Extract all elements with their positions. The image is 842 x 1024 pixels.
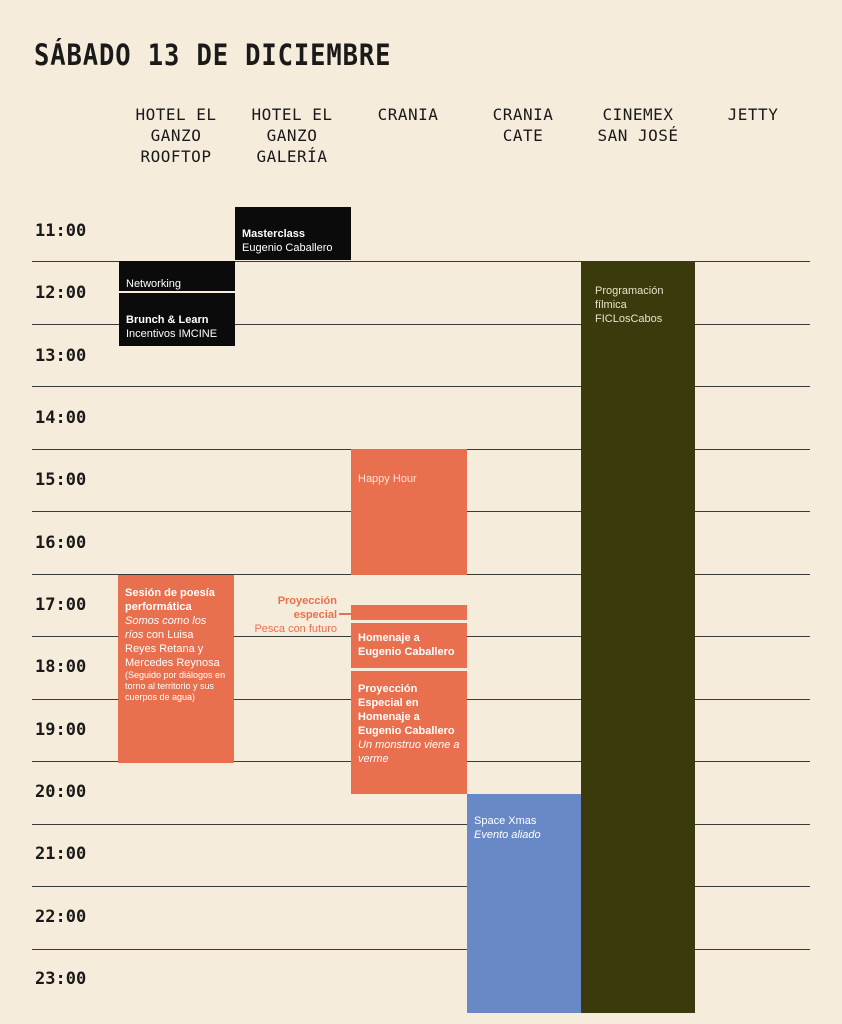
event-block: Proyección Especial en Homenaje a Eugeni… [351, 671, 467, 794]
hour-line [32, 886, 810, 887]
venue-name: CINEMEX SAN JOSÉ [597, 105, 679, 145]
venue-header: CRANIA [350, 104, 466, 125]
event-note: (Seguido por diálogos en torno al territ… [125, 670, 226, 702]
event-block [351, 605, 467, 620]
venue-name: CRANIA CATE [492, 105, 554, 145]
event-title: Proyección Especial en Homenaje a Eugeni… [358, 683, 455, 737]
hour-label: 22:00 [35, 906, 87, 927]
venue-header: HOTEL EL GANZO GALERÍA [234, 104, 350, 167]
event-subtitle: Pesca con futuro [254, 623, 337, 635]
event-label: Proyección especial Pesca con futuro [240, 594, 337, 636]
event-detail: con Luisa Reyes Retana y Mercedes Reynos… [125, 629, 220, 669]
event-subtitle: Eugenio Caballero [242, 242, 333, 254]
venue-name: HOTEL EL GANZO GALERÍA [251, 105, 333, 166]
connector [339, 613, 351, 615]
event-title: Space Xmas [474, 815, 537, 827]
hour-line [32, 823, 810, 825]
event-title: Happy Hour [358, 473, 417, 485]
event-block: Networking de industria [119, 261, 235, 304]
venue-header: CINEMEX SAN JOSÉ [580, 104, 696, 146]
page-title: SÁBADO 13 DE DICIEMBRE [34, 38, 392, 72]
hour-label: 13:00 [35, 345, 87, 366]
hour-label: 21:00 [35, 844, 87, 865]
event-film: Somos como los ríos [125, 615, 207, 641]
event-subtitle: Incentivos IMCINE [126, 328, 218, 340]
hour-label: 17:00 [35, 594, 87, 615]
event-block: Masterclass Eugenio Caballero [235, 207, 351, 260]
event-block: Sesión de poesía performática Somos como… [118, 575, 234, 763]
hour-line [32, 386, 810, 387]
event-subtitle: Evento aliado [474, 829, 541, 841]
venue-name: HOTEL EL GANZO ROOFTOP [135, 105, 217, 166]
event-title: Proyección especial [277, 595, 337, 621]
event-block: Space Xmas Evento aliado [467, 794, 581, 1013]
event-title: Brunch & Learn [126, 314, 209, 326]
venue-header: HOTEL EL GANZO ROOFTOP [118, 104, 234, 167]
event-block: Programación fílmica FICLosCabos [581, 261, 695, 1013]
hour-label: 11:00 [35, 221, 87, 241]
hour-label: 16:00 [35, 532, 87, 553]
hour-line [32, 323, 810, 325]
hour-label: 19:00 [35, 719, 87, 740]
event-title: Homenaje a Eugenio Caballero [358, 632, 455, 658]
event-film: Un monstruo viene a verme [358, 739, 460, 765]
event-title: Sesión de poesía performática [125, 587, 215, 613]
event-block: Brunch & Learn Incentivos IMCINE [119, 293, 235, 346]
event-title: Masterclass [242, 228, 305, 240]
venue-name: JETTY [727, 105, 779, 124]
hour-label: 12:00 [35, 283, 87, 304]
hour-label: 14:00 [35, 407, 87, 428]
venue-name: CRANIA [377, 105, 439, 124]
hour-line [32, 261, 810, 262]
hour-line [32, 948, 810, 950]
hour-label: 20:00 [35, 781, 87, 802]
venue-header: JETTY [695, 104, 811, 125]
hour-label: 18:00 [35, 657, 87, 678]
hour-label: 15:00 [35, 470, 87, 491]
event-block: Happy Hour [351, 449, 467, 575]
hour-label: 23:00 [35, 968, 87, 989]
event-title: Programación fílmica FICLosCabos [595, 285, 664, 325]
venue-header: CRANIA CATE [465, 104, 581, 146]
event-block: Homenaje a Eugenio Caballero [351, 623, 467, 668]
